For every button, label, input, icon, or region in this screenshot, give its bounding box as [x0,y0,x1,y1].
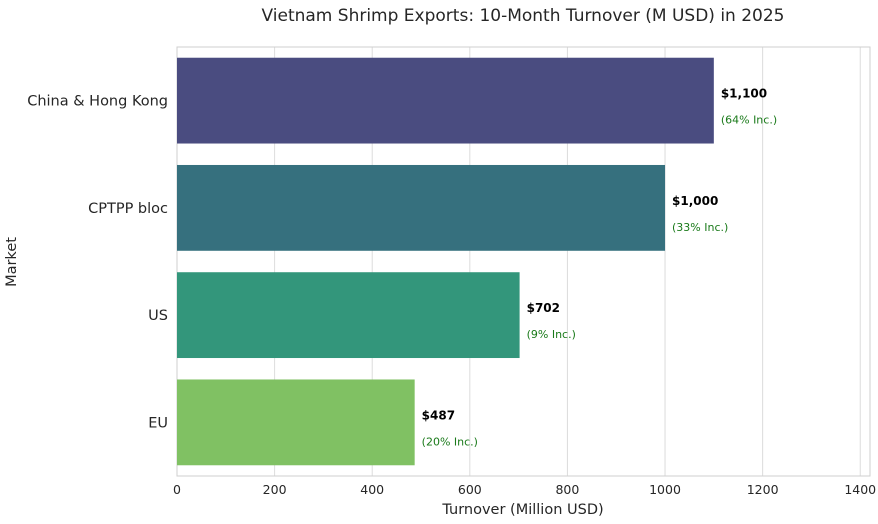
growth-label: (33% Inc.) [672,221,728,234]
x-tick-label: 1200 [747,482,779,497]
y-category-labels: China & Hong Kong CPTPP bloc US EU [27,94,168,432]
value-label: $702 [527,301,560,315]
x-tick-labels: 0 200 400 600 800 1000 1200 1400 [173,482,876,497]
value-label: $487 [422,408,455,422]
growth-label: (9% Inc.) [527,328,576,341]
y-axis-label: Market [4,237,20,287]
x-tick-label: 200 [263,482,287,497]
bar [177,57,714,144]
x-tick-label: 400 [360,482,384,497]
x-axis-label: Turnover (Million USD) [441,502,603,518]
growth-label: (20% Inc.) [422,435,478,448]
bar [177,379,415,466]
value-label: $1,100 [721,87,767,101]
x-tick-label: 0 [173,482,181,497]
x-tick-label: 1400 [844,482,876,497]
y-category-label: CPTPP bloc [88,201,168,217]
x-tick-label: 600 [458,482,482,497]
y-category-label: US [148,308,168,324]
bar [177,164,666,251]
plot-area [176,46,871,477]
x-tick-label: 800 [555,482,579,497]
x-tick-label: 1000 [649,482,681,497]
value-label: $1,000 [672,194,718,208]
y-category-label: EU [148,415,168,431]
bars: $1,100 (64% Inc.) $1,000 (33% Inc.) $702 (9% … [177,57,777,466]
bar [177,272,520,359]
y-category-label: China & Hong Kong [27,94,168,110]
growth-label: (64% Inc.) [721,114,777,127]
chart-title: Vietnam Shrimp Exports: 10-Month Turnove… [262,6,785,26]
